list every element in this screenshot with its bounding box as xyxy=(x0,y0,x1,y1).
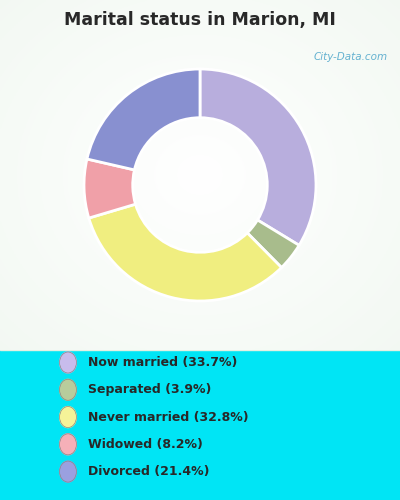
Text: Never married (32.8%): Never married (32.8%) xyxy=(88,410,249,424)
Text: City-Data.com: City-Data.com xyxy=(314,52,388,62)
Bar xyxy=(0,350,400,500)
Text: Separated (3.9%): Separated (3.9%) xyxy=(88,384,211,396)
Text: Widowed (8.2%): Widowed (8.2%) xyxy=(88,438,203,451)
Text: Now married (33.7%): Now married (33.7%) xyxy=(88,356,237,369)
Wedge shape xyxy=(247,220,299,268)
Wedge shape xyxy=(87,69,200,170)
Text: Marital status in Marion, MI: Marital status in Marion, MI xyxy=(64,11,336,29)
Wedge shape xyxy=(84,159,136,218)
Text: Divorced (21.4%): Divorced (21.4%) xyxy=(88,465,210,478)
Wedge shape xyxy=(89,204,282,301)
Bar xyxy=(0,0,400,350)
Wedge shape xyxy=(200,69,316,246)
